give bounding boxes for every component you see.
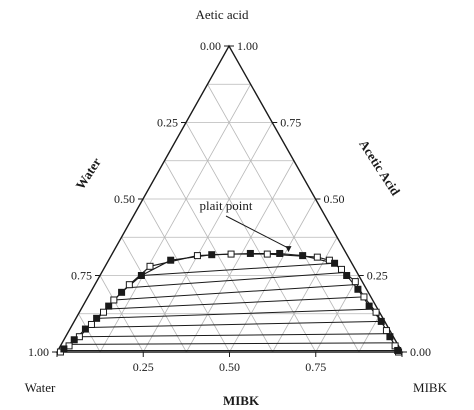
data-point-filled xyxy=(377,317,385,325)
plait-point-label: plait point xyxy=(199,198,252,213)
grid-line-water xyxy=(121,237,187,353)
data-point-open xyxy=(360,293,368,301)
tie-line xyxy=(96,308,373,319)
data-point-filled xyxy=(93,314,101,322)
data-point-filled xyxy=(118,288,126,296)
tie-line xyxy=(87,320,382,329)
tick-label-right: 0.25 xyxy=(367,269,388,283)
data-point-open xyxy=(382,327,390,335)
tick-label-right: 0.50 xyxy=(324,192,345,206)
data-point-filled xyxy=(386,333,394,341)
data-point-open xyxy=(313,253,321,261)
tick-label-right: 0.75 xyxy=(280,116,301,130)
tie-lines xyxy=(59,262,398,351)
data-point-open xyxy=(337,265,345,273)
tie-line xyxy=(79,333,389,338)
vertex-label-top: Aetic acid xyxy=(195,7,249,22)
data-point-filled xyxy=(354,285,362,293)
tick-label-left: 1.00 xyxy=(28,345,49,359)
tick-marks xyxy=(52,45,407,357)
data-point-filled xyxy=(299,252,307,260)
tie-line xyxy=(127,271,345,289)
grid-layer xyxy=(78,83,381,353)
data-point-filled xyxy=(276,249,284,257)
data-point-open xyxy=(100,308,108,316)
tick-label-bottom: 0.25 xyxy=(133,360,154,374)
axis-label-bottom: MIBK xyxy=(223,393,260,408)
grid-line-mibk xyxy=(229,198,316,353)
grid-line-water xyxy=(164,160,273,353)
tick-label-right: 0.00 xyxy=(410,345,431,359)
data-point-filled xyxy=(105,302,113,310)
data-point-filled xyxy=(70,336,78,344)
plait-point-arrow xyxy=(225,215,289,249)
grid-line-water xyxy=(142,198,230,353)
data-point-filled xyxy=(365,302,373,310)
data-point-open xyxy=(125,281,133,289)
data-point-filled xyxy=(246,249,254,257)
grid-line-mibk xyxy=(272,237,338,353)
axis-label-left: Water xyxy=(72,155,104,192)
data-point-filled xyxy=(331,259,339,267)
grid-line-water xyxy=(78,313,101,353)
tick-label-left: 0.75 xyxy=(71,269,92,283)
vertex-label-right: MIBK xyxy=(413,380,448,395)
tick-label-right: 1.00 xyxy=(237,39,258,53)
tick-label-left: 0.50 xyxy=(114,192,135,206)
tie-line xyxy=(69,342,394,345)
data-point-open xyxy=(372,308,380,316)
grid-line-mibk xyxy=(315,275,360,353)
data-point-open xyxy=(146,262,154,270)
tick-label-bottom: 0.75 xyxy=(305,360,326,374)
tick-label-left: 0.25 xyxy=(157,116,178,130)
tick-label-left: 0.00 xyxy=(200,39,221,53)
data-point-filled xyxy=(343,272,351,279)
grid-line-mibk xyxy=(186,160,295,353)
data-point-open xyxy=(351,278,359,286)
data-point-filled xyxy=(81,325,89,333)
tie-line xyxy=(105,296,364,310)
data-point-open xyxy=(110,296,118,304)
grid-line-mibk xyxy=(99,84,251,353)
data-point-open xyxy=(87,320,95,328)
grid-line-water xyxy=(207,84,360,353)
data-point-filled xyxy=(394,346,402,354)
data-point-filled xyxy=(167,256,175,264)
grid-line-mibk xyxy=(358,313,381,353)
data-point-filled xyxy=(208,251,216,259)
data-markers xyxy=(56,249,403,356)
axis-label-right: Acetic Acid xyxy=(356,137,403,199)
vertex-label-left: Water xyxy=(25,380,56,395)
tick-label-bottom: 0.50 xyxy=(219,360,240,374)
grid-line-water xyxy=(99,275,144,353)
data-point-filled xyxy=(137,272,145,279)
labels: Aetic acid Water MIBK Water Acetic Acid … xyxy=(25,7,448,408)
tie-line xyxy=(141,262,335,276)
data-point-filled xyxy=(60,345,68,353)
data-point-open xyxy=(263,250,271,258)
tie-line xyxy=(113,284,356,301)
plait-point-arrowhead xyxy=(285,246,292,253)
data-point-open xyxy=(193,252,201,260)
data-point-open xyxy=(227,250,235,258)
